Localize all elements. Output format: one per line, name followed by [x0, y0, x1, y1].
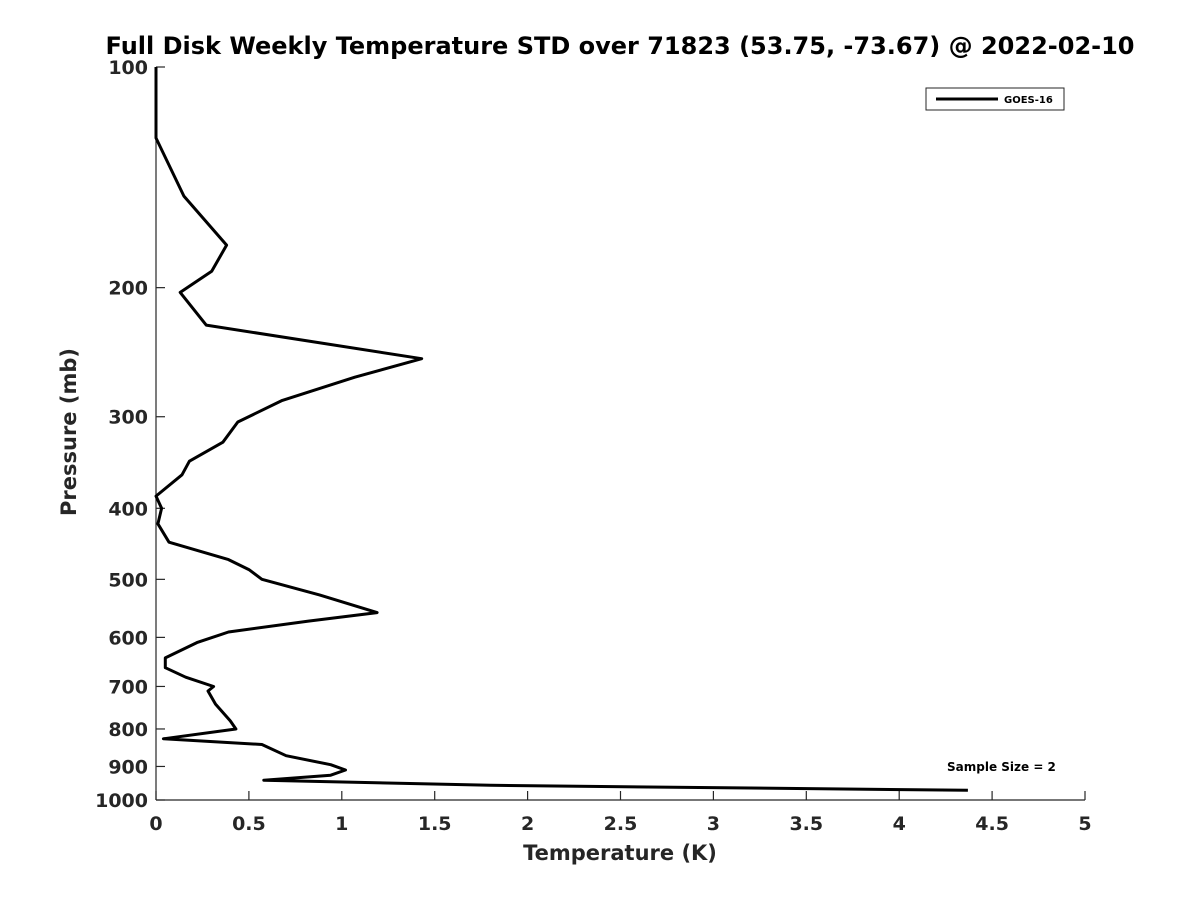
x-tick-label: 4.5 [975, 813, 1009, 835]
x-tick-label: 1.5 [418, 813, 452, 835]
legend: GOES-16 [925, 87, 1065, 111]
sample-size-annotation: Sample Size = 2 [947, 760, 1056, 774]
chart-title: Full Disk Weekly Temperature STD over 71… [106, 32, 1135, 60]
y-tick-label: 700 [108, 676, 148, 698]
y-tick-label: 300 [108, 407, 148, 429]
x-tick-label: 0.5 [232, 813, 266, 835]
y-tick-label: 900 [108, 756, 148, 778]
y-axis-ticks: 100 200 300 400 500 600 700 800 900 1000 [95, 57, 165, 812]
x-tick-label: 1 [335, 813, 348, 835]
y-tick-label: 600 [108, 627, 148, 649]
y-tick-label: 200 [108, 278, 148, 300]
x-tick-label: 0 [149, 813, 162, 835]
plot-area: 0 0.5 1 1.5 2 2.5 3 3.5 4 4.5 5 100 200 300 400 500 600… [95, 57, 1092, 835]
y-tick-label: 500 [108, 569, 148, 591]
legend-entry-goes16: GOES-16 [1004, 95, 1053, 106]
y-tick-label: 1000 [95, 790, 148, 812]
x-tick-label: 3 [707, 813, 720, 835]
x-tick-label: 2 [521, 813, 534, 835]
x-tick-label: 2.5 [604, 813, 638, 835]
y-tick-label: 800 [108, 719, 148, 741]
x-tick-label: 5 [1078, 813, 1091, 835]
x-axis-ticks: 0 0.5 1 1.5 2 2.5 3 3.5 4 4.5 5 [149, 791, 1092, 835]
series-line-goes16 [154, 67, 968, 792]
x-axis-label: Temperature (K) [523, 841, 717, 865]
y-axis-label: Pressure (mb) [57, 348, 81, 516]
x-tick-label: 3.5 [789, 813, 823, 835]
y-tick-label: 100 [108, 57, 148, 79]
x-tick-label: 4 [893, 813, 906, 835]
y-tick-label: 400 [108, 498, 148, 520]
